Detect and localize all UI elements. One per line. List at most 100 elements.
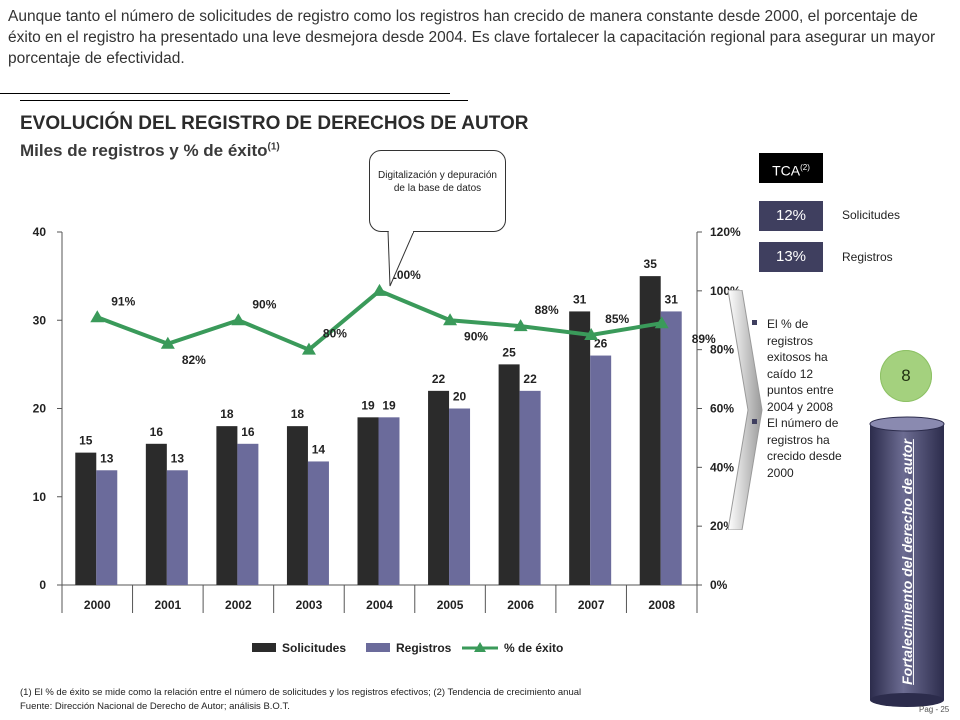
data-label-solicitudes: 18 — [220, 407, 234, 421]
data-label-exito: 89% — [692, 332, 716, 346]
data-label-exito: 80% — [323, 327, 347, 341]
data-label-exito: 100% — [390, 268, 421, 282]
tca-label-registros: Registros — [842, 250, 893, 264]
bullet-icon — [752, 419, 757, 424]
tca-value-solicitudes: 12% — [759, 201, 823, 231]
legend-label: Solicitudes — [282, 641, 346, 655]
bar-registros — [96, 470, 118, 585]
marker-exito — [372, 283, 387, 296]
data-label-solicitudes: 25 — [502, 345, 516, 359]
bar-solicitudes — [216, 426, 238, 585]
data-label-exito: 90% — [464, 329, 488, 343]
data-label-registros: 22 — [523, 372, 537, 386]
y-tick-label: 0 — [39, 578, 46, 592]
bullet-icon — [752, 320, 757, 325]
bar-solicitudes — [569, 311, 591, 585]
tca-label-solicitudes: Solicitudes — [842, 208, 901, 222]
x-tick-label: 2002 — [225, 598, 252, 612]
chart-title: EVOLUCIÓN DEL REGISTRO DE DERECHOS DE AU… — [20, 113, 529, 134]
divider-line — [0, 93, 450, 94]
data-label-exito: 82% — [182, 353, 206, 367]
data-label-registros: 13 — [171, 451, 185, 465]
data-label-solicitudes: 35 — [644, 257, 658, 271]
tca-header-text: TCA — [772, 162, 801, 179]
subtitle-text: Miles de registros y % de éxito — [20, 141, 268, 160]
marker-exito — [160, 336, 175, 349]
data-label-solicitudes: 15 — [79, 434, 93, 448]
y-tick-label: 40 — [33, 225, 47, 239]
data-label-solicitudes: 19 — [361, 398, 375, 412]
insight-text: El % de registros exitosos ha caído 12 p… — [767, 317, 834, 414]
bar-registros — [519, 390, 541, 585]
y2-tick-label: 120% — [710, 225, 741, 239]
tca-header-note: (2) — [800, 163, 810, 172]
bar-solicitudes — [286, 426, 308, 585]
marker-exito — [443, 313, 458, 326]
data-label-solicitudes: 22 — [432, 372, 446, 386]
bar-solicitudes — [145, 443, 167, 585]
data-label-registros: 31 — [665, 292, 679, 306]
tca-value-registros: 13% — [759, 242, 823, 272]
y2-tick-label: 40% — [710, 460, 734, 474]
x-tick-label: 2004 — [366, 598, 393, 612]
data-label-registros: 16 — [241, 425, 255, 439]
data-label-registros: 19 — [382, 398, 396, 412]
legend-label: % de éxito — [504, 641, 563, 655]
footnote: (1) El % de éxito se mide como la relaci… — [20, 687, 582, 698]
insight-text: El número de registros ha crecido desde … — [767, 416, 842, 480]
subtitle-note: (1) — [267, 141, 280, 153]
intro-paragraph: Aunque tanto el número de solicitudes de… — [8, 8, 936, 67]
source-note: Fuente: Dirección Nacional de Derecho de… — [20, 701, 290, 712]
y-tick-label: 10 — [33, 490, 47, 504]
x-tick-label: 2001 — [154, 598, 181, 612]
callout-pointer — [387, 231, 415, 287]
bar-solicitudes — [428, 390, 450, 585]
y-tick-label: 20 — [33, 402, 47, 416]
bar-registros — [449, 408, 471, 585]
data-label-solicitudes: 31 — [573, 292, 587, 306]
step-badge: 8 — [880, 350, 932, 402]
legend-swatch-solicitudes — [252, 643, 276, 652]
bar-solicitudes — [75, 452, 97, 585]
x-tick-label: 2003 — [296, 598, 323, 612]
x-tick-label: 2007 — [578, 598, 605, 612]
marker-exito — [301, 342, 316, 355]
data-label-registros: 14 — [312, 442, 326, 456]
insight-item: El % de registros exitosos ha caído 12 p… — [752, 316, 852, 415]
data-label-exito: 90% — [252, 297, 276, 311]
marker-exito — [90, 310, 105, 323]
bar-solicitudes — [498, 364, 520, 585]
data-label-exito: 88% — [535, 303, 559, 317]
data-label-solicitudes: 16 — [150, 425, 164, 439]
marker-exito — [584, 327, 599, 340]
insight-list: El % de registros exitosos ha caído 12 p… — [752, 316, 852, 481]
arrow-chevron — [728, 290, 763, 530]
divider-line — [20, 100, 468, 101]
x-tick-label: 2000 — [84, 598, 111, 612]
legend-label: Registros — [396, 641, 452, 655]
data-label-registros: 13 — [100, 451, 114, 465]
cylinder-label: Fortalecimiento del derecho de autor — [899, 439, 916, 685]
data-label-exito: 91% — [111, 294, 135, 308]
x-tick-label: 2006 — [507, 598, 534, 612]
y2-tick-label: 0% — [710, 578, 728, 592]
callout-box: Digitalización y depuración de la base d… — [369, 150, 506, 232]
bar-registros — [237, 443, 259, 585]
cylinder-graphic — [869, 416, 945, 707]
bar-solicitudes — [357, 417, 379, 585]
bar-solicitudes — [639, 276, 661, 585]
legend-swatch-registros — [366, 643, 390, 652]
y2-tick-label: 60% — [710, 402, 734, 416]
page-number: Pag - 25 — [919, 705, 950, 714]
y-tick-label: 30 — [33, 313, 47, 327]
marker-exito — [654, 316, 669, 329]
insight-item: El número de registros ha crecido desde … — [752, 415, 852, 481]
data-label-exito: 85% — [605, 312, 629, 326]
tca-header: TCA(2) — [759, 153, 823, 183]
marker-exito — [231, 313, 246, 326]
chart-subtitle: Miles de registros y % de éxito(1) — [20, 141, 280, 161]
bar-registros — [378, 417, 400, 585]
bar-registros — [660, 311, 682, 585]
x-tick-label: 2005 — [437, 598, 464, 612]
